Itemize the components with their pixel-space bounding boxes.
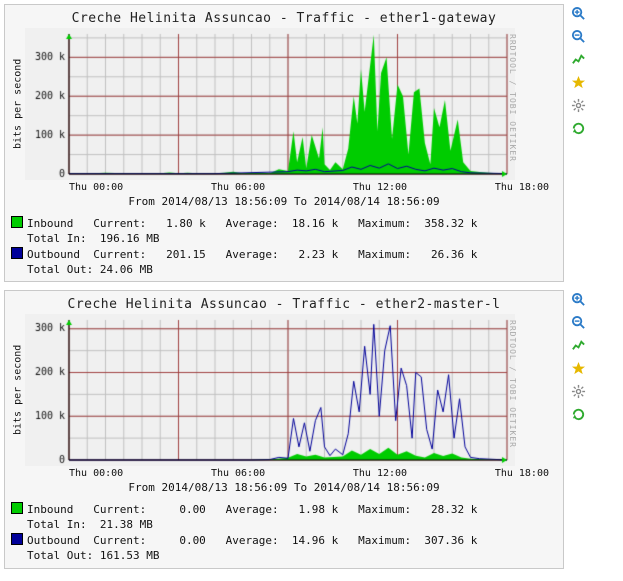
legend-swatch xyxy=(11,502,23,514)
x-axis-ticks: Thu 00:00Thu 06:00Thu 12:00Thu 18:00 xyxy=(69,468,549,479)
rrdtool-watermark: RRDTOOL / TOBI OETIKER xyxy=(508,320,517,448)
legend-total: Total In: 21.38 MB xyxy=(27,518,153,531)
chart-toolbar xyxy=(570,4,587,138)
refresh-icon xyxy=(571,407,586,425)
chart-panel: Creche Helinita Assuncao - Traffic - eth… xyxy=(4,290,564,568)
zoom-out-button[interactable] xyxy=(570,29,587,46)
legend-swatch xyxy=(11,216,23,228)
rrdtool-watermark: RRDTOOL / TOBI OETIKER xyxy=(508,34,517,162)
chart-title: Creche Helinita Assuncao - Traffic - eth… xyxy=(11,11,557,26)
time-range-label: From 2014/08/13 18:56:09 To 2014/08/14 1… xyxy=(11,481,557,494)
graph-icon xyxy=(571,338,586,356)
gear-button[interactable] xyxy=(570,384,587,401)
zoom-in-icon xyxy=(571,292,586,310)
refresh-button[interactable] xyxy=(570,407,587,424)
gear-icon xyxy=(571,384,586,402)
chart-panel: Creche Helinita Assuncao - Traffic - eth… xyxy=(4,4,564,282)
chart-legend: Inbound Current: 1.80 k Average: 18.16 k… xyxy=(11,216,557,277)
gear-button[interactable] xyxy=(570,98,587,115)
graph-button[interactable] xyxy=(570,52,587,69)
legend-total: Total Out: 161.53 MB xyxy=(27,549,159,562)
chart-title: Creche Helinita Assuncao - Traffic - eth… xyxy=(11,297,557,312)
zoom-in-icon xyxy=(571,6,586,24)
zoom-out-icon xyxy=(571,315,586,333)
zoom-out-icon xyxy=(571,29,586,47)
star-button[interactable] xyxy=(570,361,587,378)
chart-plot: RRDTOOL / TOBI OETIKER xyxy=(25,28,515,180)
legend-series-stats: Inbound Current: 1.80 k Average: 18.16 k… xyxy=(27,217,477,230)
legend-total: Total Out: 24.06 MB xyxy=(27,263,153,276)
legend-series-stats: Outbound Current: 201.15 Average: 2.23 k… xyxy=(27,248,477,261)
chart-toolbar xyxy=(570,290,587,424)
y-axis-label: bits per second xyxy=(11,314,25,466)
legend-series-stats: Inbound Current: 0.00 Average: 1.98 k Ma… xyxy=(27,503,477,516)
zoom-in-button[interactable] xyxy=(570,6,587,23)
refresh-icon xyxy=(571,121,586,139)
graph-icon xyxy=(571,52,586,70)
chart-legend: Inbound Current: 0.00 Average: 1.98 k Ma… xyxy=(11,502,557,563)
gear-icon xyxy=(571,98,586,116)
star-icon xyxy=(571,361,586,379)
legend-total: Total In: 196.16 MB xyxy=(27,232,159,245)
legend-swatch xyxy=(11,247,23,259)
zoom-out-button[interactable] xyxy=(570,315,587,332)
star-button[interactable] xyxy=(570,75,587,92)
legend-swatch xyxy=(11,533,23,545)
refresh-button[interactable] xyxy=(570,121,587,138)
y-axis-label: bits per second xyxy=(11,28,25,180)
chart-plot: RRDTOOL / TOBI OETIKER xyxy=(25,314,515,466)
legend-series-stats: Outbound Current: 0.00 Average: 14.96 k … xyxy=(27,534,477,547)
x-axis-ticks: Thu 00:00Thu 06:00Thu 12:00Thu 18:00 xyxy=(69,182,549,193)
graph-button[interactable] xyxy=(570,338,587,355)
zoom-in-button[interactable] xyxy=(570,292,587,309)
time-range-label: From 2014/08/13 18:56:09 To 2014/08/14 1… xyxy=(11,195,557,208)
star-icon xyxy=(571,75,586,93)
